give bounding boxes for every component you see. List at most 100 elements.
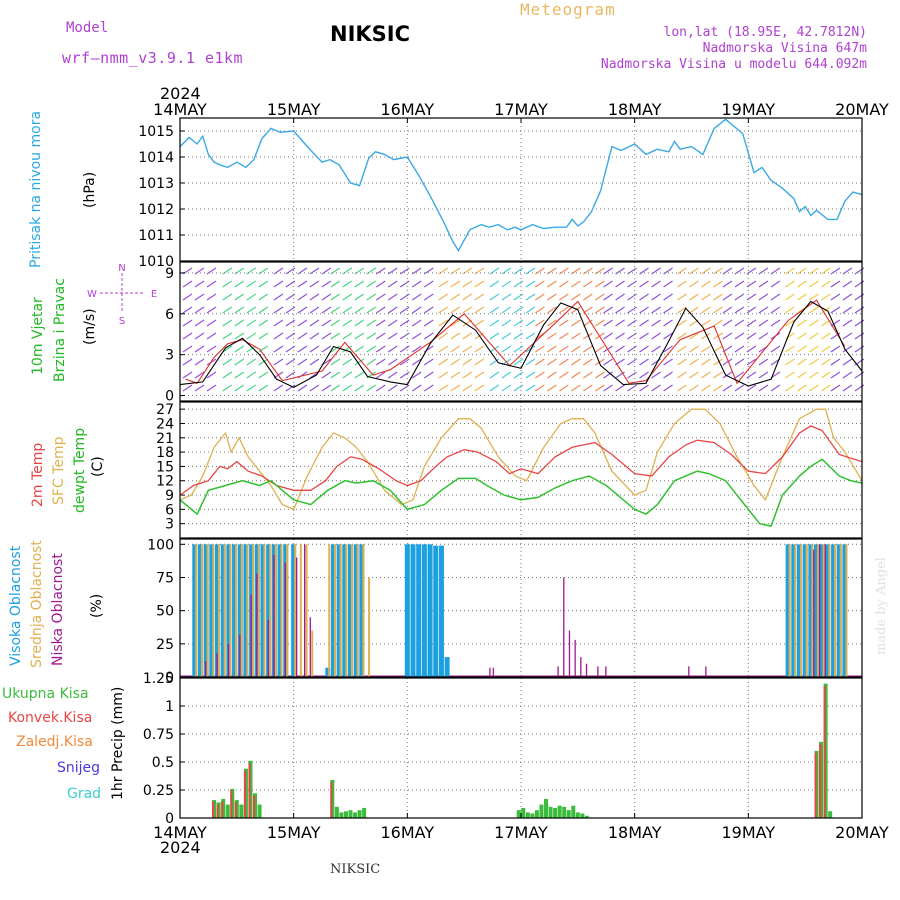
wind-barb (222, 358, 233, 366)
wind-barb (713, 319, 723, 327)
wind-barb (535, 280, 545, 288)
wind-barb (785, 384, 795, 392)
wind-barb (785, 332, 795, 340)
cloud-bar-low (705, 666, 707, 677)
cloud-bar-high (260, 544, 266, 677)
wind-barb (639, 358, 649, 366)
wind-barb (354, 332, 365, 340)
wind-barb (525, 293, 536, 301)
wind-barb (501, 306, 512, 314)
wind-barb (462, 332, 473, 340)
wind-barb (194, 319, 205, 327)
wind-barb (222, 345, 233, 353)
wind-barb (309, 293, 320, 301)
cloud-bar-mid (828, 544, 831, 677)
precip-bar-convective (234, 802, 237, 818)
cloud-bar-high (197, 544, 203, 677)
wind-barb (734, 293, 745, 301)
wind-barb (387, 345, 398, 353)
compass-e: E (151, 289, 157, 300)
wind-barb (797, 293, 807, 301)
wind-barb (354, 293, 365, 301)
cloud-bar-high (785, 544, 791, 677)
wind-barb (821, 267, 831, 275)
wind-barb (547, 358, 557, 366)
wind-barb (438, 332, 449, 340)
wind-barb (547, 319, 557, 327)
cloud-bar-high (192, 544, 198, 677)
wind-barb (770, 306, 781, 314)
wind-barb (387, 280, 398, 288)
wind-barb (701, 267, 711, 275)
wind-barb (525, 319, 536, 327)
wind-barb (639, 267, 649, 275)
wind-barb (583, 384, 593, 392)
wind-barb (651, 345, 661, 353)
cloud-bar-mid (817, 544, 820, 677)
precip-bar-total (530, 813, 535, 818)
wind-barb (639, 319, 649, 327)
chart-kind: Meteogram (520, 0, 616, 19)
wind-barb (309, 280, 320, 288)
wind-barb (234, 358, 245, 366)
cloud-bar-high (226, 544, 232, 677)
cloud-bar-mid (269, 544, 272, 677)
cloud-bar-mid (362, 544, 365, 677)
wind-barb (627, 332, 637, 340)
wind-barb (206, 332, 217, 340)
wind-barb (842, 332, 853, 340)
wind-barb (734, 371, 745, 379)
cloud-bar-mid (333, 544, 336, 677)
wind-barb (830, 358, 841, 366)
wind-barb (206, 384, 217, 392)
wind-barb (770, 293, 781, 301)
compass-w: W (87, 289, 97, 300)
wind-barb (246, 293, 257, 301)
wind-barb (258, 280, 269, 288)
cloud-bar-mid (794, 544, 797, 677)
precip-bar-total (544, 798, 549, 818)
cloud-bar-high (416, 544, 422, 677)
wind-barb (309, 267, 320, 275)
wind-barb (722, 384, 733, 392)
wind-barb (797, 267, 807, 275)
cloud-bar-high (215, 544, 221, 677)
wind-barb (689, 332, 699, 340)
wind-speed-line (179, 300, 863, 389)
wind-barb (321, 306, 332, 314)
wind-barb (258, 332, 269, 340)
wind-barb (821, 384, 831, 392)
wind-barb (785, 280, 795, 288)
wind-barb (354, 371, 365, 379)
wind-barb (411, 345, 422, 353)
wind-barb (701, 384, 711, 392)
xtick-bottom-label: 19MAY (722, 823, 776, 842)
wind-barb (547, 384, 557, 392)
page-title: NIKSIC (330, 22, 411, 46)
wind-barb (603, 280, 613, 288)
wind-barb (797, 280, 807, 288)
wind-barb (234, 319, 245, 327)
wind-barb (663, 306, 673, 314)
wind-barb (462, 345, 473, 353)
wind-barb (677, 371, 687, 379)
wind-barb (273, 384, 284, 392)
wind-barb (354, 384, 365, 392)
wind-barb (615, 306, 625, 314)
wind-barb (797, 345, 807, 353)
wind-barb (411, 306, 422, 314)
wind-barb (821, 293, 831, 301)
wind-barb (734, 384, 745, 392)
xtick-bottom-label: 17MAY (494, 823, 548, 842)
wind-barb (713, 371, 723, 379)
wind-barb (342, 306, 353, 314)
wind-barb (809, 332, 819, 340)
cloud-bar-low (296, 557, 298, 677)
precip-bar-total (257, 804, 262, 818)
wind-barb (234, 345, 245, 353)
wind-barb (758, 280, 769, 288)
wind-barb (830, 319, 841, 327)
wind-barb (559, 345, 569, 353)
altitude-label: Nadmorska Visina 647m (702, 41, 867, 56)
wind-barb (547, 306, 557, 314)
